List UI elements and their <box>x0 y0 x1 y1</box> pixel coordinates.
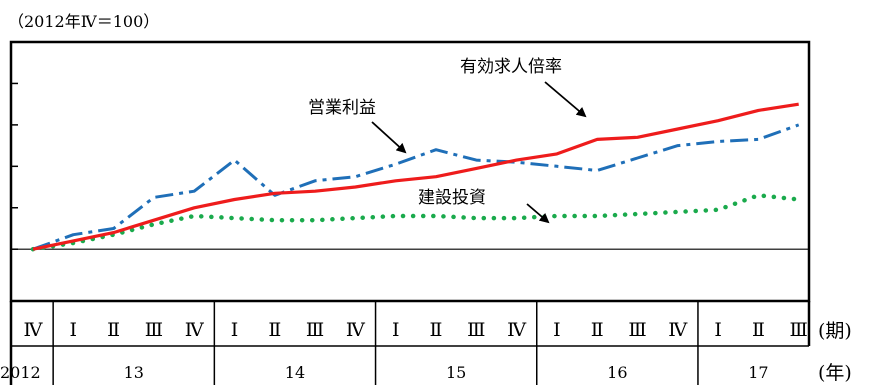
year-label-0: 2012 <box>0 363 41 382</box>
annotation-arrow-0 <box>544 81 587 118</box>
plot-frame <box>9 40 811 303</box>
series-line-2 <box>30 193 801 252</box>
quarter-label-14: Ⅱ <box>591 319 604 341</box>
quarter-label-7: Ⅲ <box>306 319 324 341</box>
unit-label: （2012年Ⅳ＝100） <box>8 12 159 31</box>
series-layer <box>30 102 801 252</box>
quarter-label-10: Ⅱ <box>430 319 443 341</box>
year-label-1: 13 <box>124 363 144 382</box>
quarter-label-2: Ⅱ <box>107 319 120 341</box>
year-label-5: 17 <box>748 363 768 382</box>
quarter-label-18: Ⅱ <box>752 319 765 341</box>
quarter-label-3: Ⅲ <box>145 319 163 341</box>
year-label-2: 14 <box>285 363 305 382</box>
quarter-label-0: Ⅳ <box>24 319 44 341</box>
quarter-label-15: Ⅲ <box>628 319 646 341</box>
quarter-axis-suffix: (期) <box>818 320 852 342</box>
series-line-1 <box>32 123 800 251</box>
quarter-label-4: Ⅳ <box>185 319 205 341</box>
quarter-label-9: Ⅰ <box>392 319 400 341</box>
quarter-label-8: Ⅳ <box>346 319 366 341</box>
annotation-label-0: 有効求人倍率 <box>460 57 562 77</box>
annotation-arrow-2 <box>526 203 550 224</box>
year-axis-suffix: (年) <box>818 362 852 384</box>
quarter-label-12: Ⅳ <box>507 319 527 341</box>
quarter-label-13: Ⅰ <box>553 319 561 341</box>
quarter-label-6: Ⅱ <box>268 319 281 341</box>
quarter-label-1: Ⅰ <box>70 319 78 341</box>
year-label-3: 15 <box>446 363 466 382</box>
quarter-label-11: Ⅲ <box>467 319 485 341</box>
quarter-label-17: Ⅰ <box>714 319 722 341</box>
annotation-arrow-1 <box>371 121 407 154</box>
quarter-label-19: Ⅲ <box>790 319 808 341</box>
quarter-label-16: Ⅳ <box>668 319 688 341</box>
quarter-label-5: Ⅰ <box>231 319 239 341</box>
annotation-label-1: 営業利益 <box>308 98 376 118</box>
series-line-0 <box>32 102 799 251</box>
annotation-label-2: 建設投資 <box>418 188 486 208</box>
year-label-4: 16 <box>607 363 627 382</box>
